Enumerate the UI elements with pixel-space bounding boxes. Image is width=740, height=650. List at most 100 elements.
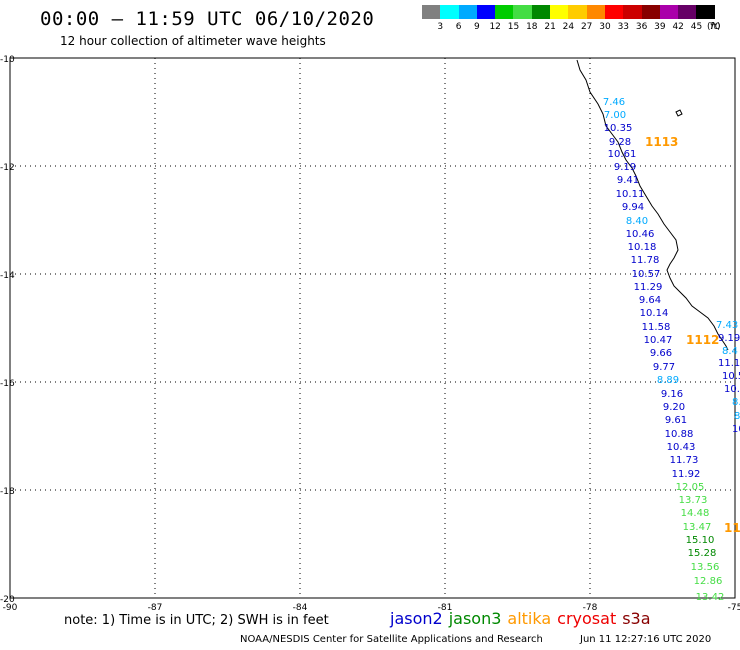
legend-label: 9	[474, 22, 480, 32]
longitude-label: -78	[583, 603, 598, 613]
wave-height-value: 9.28	[609, 137, 631, 148]
wave-height-value: 9.64	[639, 295, 661, 306]
wave-height-value: 7.46	[603, 97, 625, 108]
legend-label: 18	[526, 22, 538, 32]
coastline	[576, 59, 729, 351]
orbit-number: 11	[724, 521, 740, 535]
orbit-number: 1113	[645, 135, 678, 149]
legend-label: 6	[455, 22, 462, 32]
wave-height-value: 9.77	[653, 362, 675, 373]
legend-swatch	[659, 5, 679, 19]
legend-swatch	[586, 5, 605, 19]
wave-height-value: 9.20	[663, 402, 685, 413]
wave-height-value: 8.	[732, 397, 740, 408]
latitude-label: -16	[0, 379, 15, 389]
legend-swatch	[531, 5, 551, 19]
legend-label: 15	[507, 22, 520, 32]
legend-label: 30	[599, 22, 611, 32]
longitude-label: -90	[3, 603, 18, 613]
wave-height-value: 15.28	[688, 548, 717, 559]
wave-height-value: 10.61	[608, 149, 637, 160]
wave-height-value: 11.92	[672, 469, 701, 480]
legend-swatch	[604, 5, 624, 19]
legend-swatch	[495, 5, 514, 19]
map-frame	[9, 57, 736, 599]
wave-height-value: 13.42	[696, 592, 725, 603]
legend-swatch	[440, 5, 459, 19]
legend-label: 33	[617, 22, 630, 32]
page-subtitle: 12 hour collection of altimeter wave hei…	[60, 34, 326, 48]
wave-height-value: 8	[734, 411, 740, 422]
legend-swatch	[513, 5, 532, 19]
wave-height-value: 11.29	[634, 282, 663, 293]
latitude-label: -10	[0, 55, 15, 65]
credit-line: NOAA/NESDIS Center for Satellite Applica…	[240, 634, 543, 645]
legend-swatch	[678, 5, 697, 19]
wave-height-value: 9.94	[622, 202, 644, 213]
wave-height-value: 8.89	[657, 375, 679, 386]
altimeter-track-2: 7.43 9.19 8.411.1 10.5 10. 8. 8 10	[716, 320, 740, 435]
latitude-label: -12	[0, 163, 15, 173]
wave-height-value: 9.19	[718, 333, 740, 344]
legend-label: 36	[635, 22, 648, 32]
wave-height-value: 10.43	[667, 442, 696, 453]
wave-height-value: 10.	[724, 384, 740, 395]
legend-label: 39	[654, 22, 666, 32]
wave-height-value: 8.40	[626, 216, 648, 227]
wave-height-value: 7.43	[716, 320, 738, 331]
satellite-jason2: jason2	[390, 609, 443, 628]
legend-label: 42	[672, 22, 684, 32]
legend-swatch	[422, 5, 441, 19]
wave-height-value: 10.18	[628, 242, 657, 253]
satellite-cryosat: cryosat	[557, 609, 617, 628]
legend-label: 21	[544, 22, 556, 32]
wave-height-value: 12.86	[694, 576, 723, 587]
wave-height-value: 10.11	[616, 189, 645, 200]
latitude-label: -20	[0, 595, 15, 605]
legend-swatch	[458, 5, 477, 19]
orbit-numbers: 1113 1112 11	[645, 135, 740, 535]
satellite-s3a: s3a	[622, 609, 651, 628]
satellite-altika: altika	[507, 609, 552, 628]
legend-label: 45	[690, 22, 703, 32]
wave-height-value: 10.47	[644, 335, 673, 346]
wave-height-value: 10	[732, 424, 740, 435]
wave-height-value: 9.16	[661, 389, 683, 400]
satellite-legend: jason2 jason3 altika cryosat s3a	[390, 609, 657, 628]
satellite-jason3: jason3	[448, 609, 502, 628]
color-legend	[422, 5, 715, 19]
wave-height-value: 7.00	[604, 110, 626, 121]
legend-label: 70	[709, 22, 721, 32]
wave-height-value: 13.56	[691, 562, 720, 573]
legend-label: 24	[562, 22, 575, 32]
page-title: 00:00 – 11:59 UTC 06/10/2020	[40, 8, 375, 30]
wave-height-value: 9.66	[650, 348, 672, 359]
legend-label: 27	[580, 22, 593, 32]
island-outline	[675, 109, 683, 117]
legend-swatch	[696, 5, 715, 19]
wave-height-value: 10.5	[722, 371, 740, 382]
legend-label: 12	[489, 22, 501, 32]
legend-swatch	[623, 5, 642, 19]
longitude-labels: -90 -87 -84 -81 -78 -75	[3, 603, 740, 613]
wave-height-value: 9.19	[614, 162, 636, 173]
wave-height-value: 8.4	[722, 346, 738, 357]
longitude-label: -84	[293, 603, 308, 613]
longitude-label: -87	[148, 603, 163, 613]
wave-height-value: 13.47	[683, 522, 712, 533]
wave-height-value: 11.58	[642, 322, 671, 333]
orbit-number: 1112	[686, 333, 719, 347]
latitude-label: -18	[0, 487, 15, 497]
wave-height-value: 10.35	[604, 123, 633, 134]
wave-height-value: 11.78	[631, 255, 660, 266]
wave-height-value: 11.73	[670, 455, 699, 466]
footer-note: note: 1) Time is in UTC; 2) SWH is in fe…	[64, 613, 329, 628]
latitude-labels: -10 -12 -14 -16 -18 -20	[0, 55, 15, 605]
wave-height-value: 14.48	[681, 508, 710, 519]
legend-swatch	[476, 5, 496, 19]
longitude-label: -81	[438, 603, 453, 613]
latitude-label: -14	[0, 271, 15, 281]
wave-height-value: 11.1	[718, 358, 740, 369]
